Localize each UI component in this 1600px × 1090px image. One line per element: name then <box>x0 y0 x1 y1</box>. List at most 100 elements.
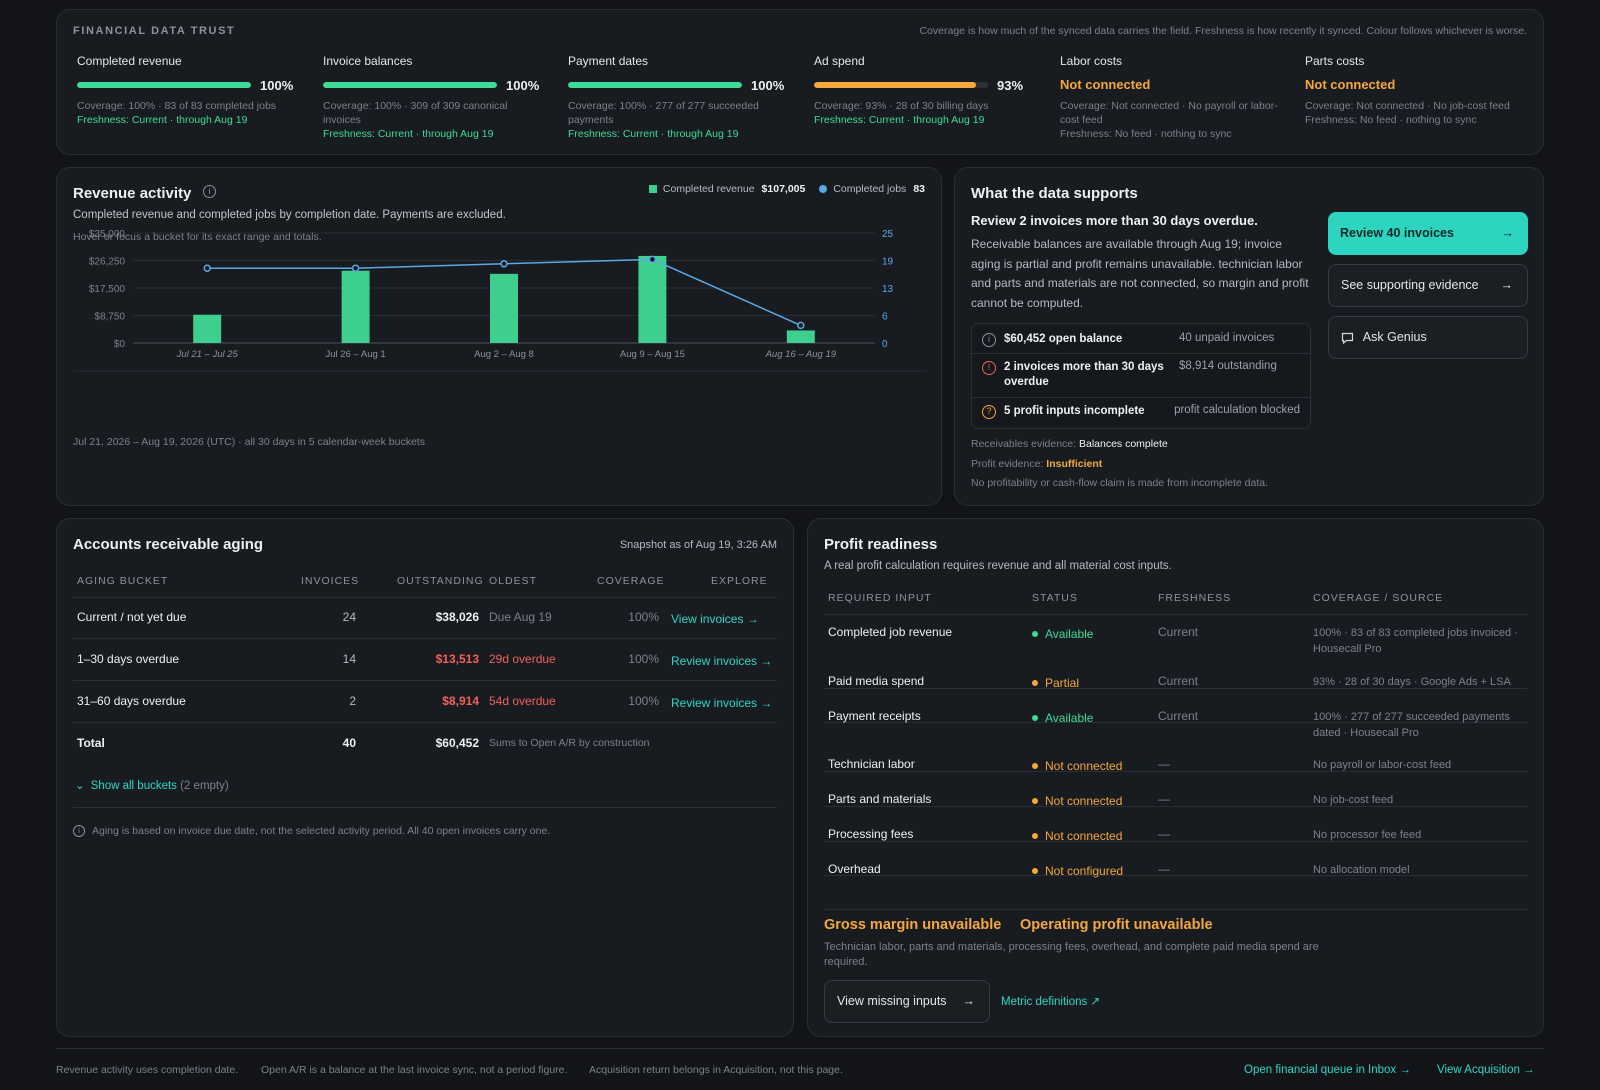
input-source: 93% · 28 of 30 days · Google Ads + LSA <box>1313 676 1511 688</box>
status-dot-icon <box>1032 867 1038 874</box>
status-dot-icon <box>1032 630 1038 637</box>
input-status: Partial <box>1032 676 1079 690</box>
x-tick-label: Aug 9 – Aug 15 <box>620 349 685 360</box>
coverage: 100% <box>628 694 659 708</box>
metric-coverage: Coverage: Not connected · No payroll or … <box>1060 100 1278 126</box>
explore-link[interactable]: View invoices → <box>671 612 759 626</box>
revenue-activity-panel: Revenue activity i Completed revenue and… <box>56 167 942 506</box>
input-source: No processor fee feed <box>1313 829 1422 841</box>
metric-definitions-link[interactable]: Metric definitions ↗ <box>1001 996 1101 1008</box>
y-right-tick-label: 25 <box>882 229 894 240</box>
see-evidence-button[interactable]: See supporting evidence → <box>1328 264 1528 307</box>
profit-col-header: STATUS <box>1032 592 1078 604</box>
ar-divider <box>73 722 777 723</box>
ar-col-header: INVOICES <box>301 575 360 587</box>
input-freshness: Current <box>1158 674 1199 688</box>
coverage-bar-fill <box>568 82 742 88</box>
invoice-count: 2 <box>349 694 356 708</box>
metric-name: Completed revenue <box>77 54 182 68</box>
x-tick-label: Aug 2 – Aug 8 <box>474 349 534 360</box>
profit-divider <box>824 614 1527 615</box>
metric-name: Parts costs <box>1305 54 1365 68</box>
y-right-tick-label: 19 <box>882 257 894 268</box>
input-status-label: Not configured <box>1045 864 1124 878</box>
metric-name: Labor costs <box>1060 54 1123 68</box>
metric-percent: 100% <box>260 77 294 93</box>
required-input: Completed job revenue <box>828 625 953 639</box>
y-left-tick-label: $17,500 <box>89 284 126 295</box>
chevron-down-icon: ⌄ <box>75 780 85 792</box>
profit-col-header: FRESHNESS <box>1158 592 1232 604</box>
profit-divider <box>824 771 1527 772</box>
ar-col-header: OUTSTANDING <box>397 575 484 587</box>
required-input: Overhead <box>828 862 881 876</box>
revenue-subtitle: Completed revenue and completed jobs by … <box>73 209 506 221</box>
info-icon: i <box>982 333 996 347</box>
legend-jobs-dot <box>819 185 828 193</box>
coverage-bar-fill <box>814 82 976 88</box>
jobs-point <box>797 321 805 330</box>
view-acquisition-link[interactable]: View Acquisition → <box>1437 1064 1535 1076</box>
profit-divider <box>824 806 1527 807</box>
review-invoices-button[interactable]: Review 40 invoices → <box>1328 212 1528 255</box>
profit-divider <box>824 722 1527 723</box>
receivables-evidence: Receivables evidence: Balances complete <box>971 438 1168 450</box>
input-source: 100% · 83 of 83 completed jobs invoiced … <box>1313 627 1518 655</box>
supports-disclaimer: No profitability or cash-flow claim is m… <box>971 477 1269 489</box>
metric-coverage: Coverage: 100% · 277 of 277 succeeded pa… <box>568 100 759 126</box>
evidence-divider <box>972 353 1310 354</box>
trust-metric: Ad spend 93% Coverage: 93% · 28 of 30 bill… <box>814 54 1044 127</box>
info-icon: i <box>73 825 85 837</box>
evidence-row: i $60,452 open balance 40 unpaid invoices <box>972 332 1310 347</box>
trust-header: FINANCIAL DATA TRUST <box>73 25 236 37</box>
profit-divider <box>824 688 1527 689</box>
view-missing-inputs-label: View missing inputs <box>837 994 947 1008</box>
profit-evidence-label: Profit evidence: <box>971 458 1044 470</box>
footer-note-acquisition: Acquisition return belongs in Acquisitio… <box>589 1064 843 1076</box>
ask-genius-label: Ask Genius <box>1362 330 1427 344</box>
ar-col-header: AGING BUCKET <box>77 575 169 587</box>
info-icon[interactable]: i <box>203 185 216 198</box>
input-status-label: Not connected <box>1045 794 1123 808</box>
ask-genius-button[interactable]: Ask Genius <box>1328 316 1528 359</box>
evidence-label: 5 profit inputs incomplete <box>1004 405 1145 417</box>
evidence-divider <box>972 397 1310 398</box>
metric-freshness: Freshness: Current · through Aug 19 <box>77 114 248 126</box>
jobs-point <box>648 255 657 264</box>
see-evidence-label: See supporting evidence <box>1341 278 1479 292</box>
invoice-count: 24 <box>342 610 356 624</box>
receivables-evidence-value: Balances complete <box>1078 438 1168 450</box>
explore-link[interactable]: Review invoices → <box>671 654 773 668</box>
trust-metric: Labor costs Not connected Coverage: Not co… <box>1060 54 1290 141</box>
metric-freshness: Freshness: No feed · nothing to sync <box>1060 128 1232 140</box>
ar-col-header: EXPLORE <box>711 575 768 587</box>
trust-metric: Invoice balances 100% Coverage: 100% · 309… <box>323 54 553 141</box>
oldest: 54d overdue <box>489 694 556 708</box>
evidence-label: 2 invoices more than 30 days overdue <box>1004 361 1164 388</box>
view-missing-inputs-button[interactable]: View missing inputs → <box>824 980 990 1023</box>
x-tick-label: Jul 26 – Aug 1 <box>325 349 385 360</box>
metric-coverage: Coverage: 100% · 83 of 83 completed jobs <box>77 100 277 112</box>
outstanding-amount: $8,914 <box>442 694 479 708</box>
legend-revenue-label: Completed revenue <box>662 183 755 195</box>
coverage-bar <box>568 82 742 88</box>
jobs-point <box>203 264 211 272</box>
revenue-chart[interactable]: $0 0 $8,750 6 $17,500 13 $26,250 19 $35,000 25 Jul… <box>57 224 943 424</box>
show-all-note: (2 empty) <box>180 780 229 792</box>
coverage-bar <box>814 82 988 88</box>
profit-col-header: COVERAGE / SOURCE <box>1313 592 1444 604</box>
open-financial-queue-link[interactable]: Open financial queue in Inbox → <box>1244 1064 1411 1076</box>
ar-divider <box>73 807 777 808</box>
input-freshness: — <box>1158 827 1170 841</box>
y-right-tick-label: 0 <box>882 339 888 350</box>
revenue-bar <box>786 330 815 343</box>
supports-headline: Review 2 invoices more than 30 days over… <box>971 213 1258 228</box>
trust-note: Coverage is how much of the synced data … <box>919 25 1527 37</box>
coverage: 100% <box>628 610 659 624</box>
legend-jobs-label: Completed jobs <box>833 183 907 195</box>
jobs-point <box>351 264 360 272</box>
metric-name: Ad spend <box>814 54 865 68</box>
explore-link[interactable]: Review invoices → <box>671 696 773 710</box>
show-all-buckets-toggle[interactable]: ⌄ Show all buckets (2 empty) <box>75 778 229 792</box>
ar-col-header: OLDEST <box>489 575 538 587</box>
